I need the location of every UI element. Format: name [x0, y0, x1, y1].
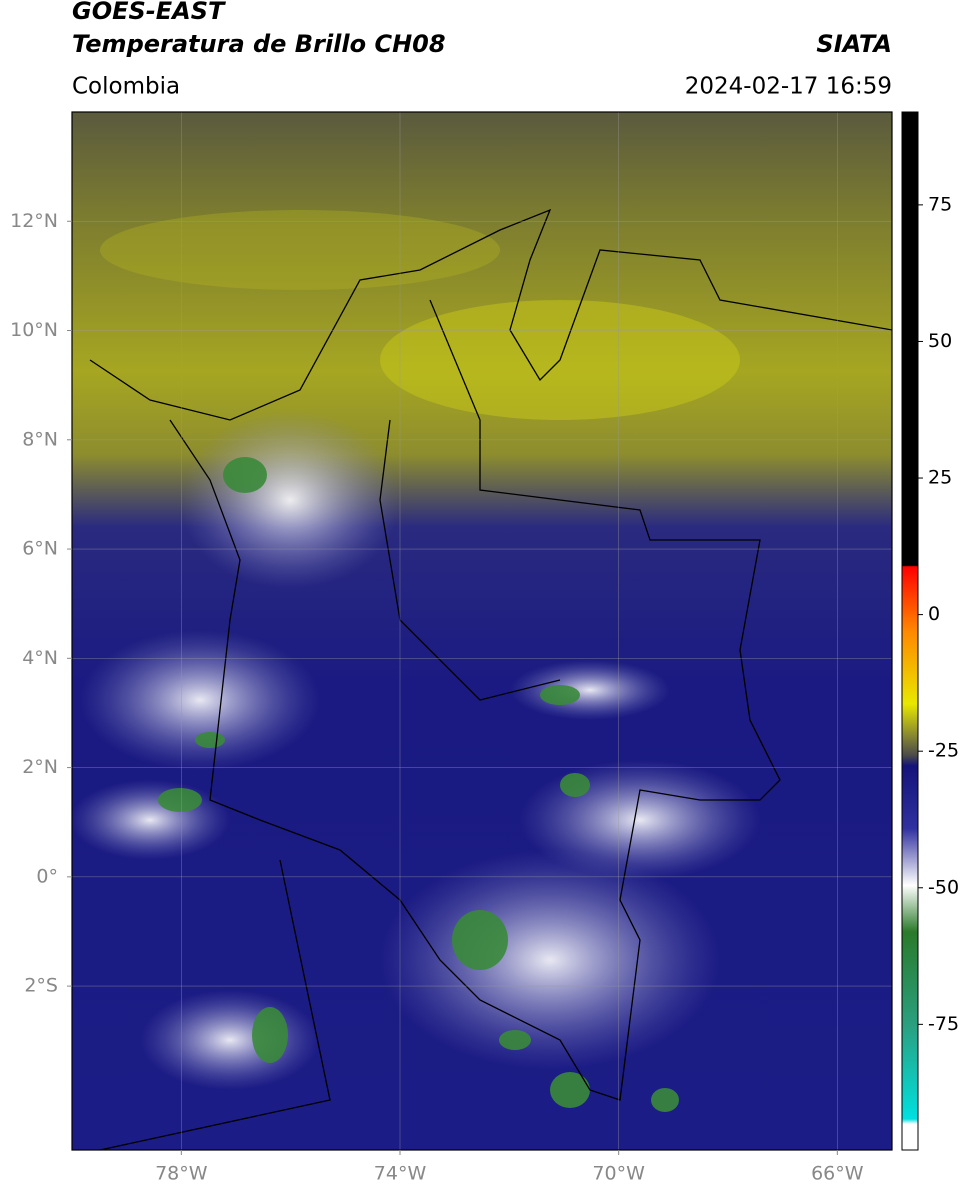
y-tick-label: 4°N — [22, 647, 58, 669]
y-tick-label: 12°N — [10, 210, 58, 232]
colorbar-label: 25 — [928, 467, 952, 489]
title: GOES-EAST — [72, 0, 226, 25]
datetime: 2024-02-17 16:59 — [685, 74, 892, 100]
colorbar-label: -75 — [928, 1013, 959, 1035]
x-tick-label: 66°W — [811, 1163, 864, 1185]
title: Temperatura de Brillo CH08 — [72, 30, 446, 58]
colorbar — [901, 111, 919, 1151]
region: Colombia — [72, 74, 180, 100]
colorbar-label: -25 — [928, 740, 959, 762]
y-tick-label: 2°N — [22, 756, 58, 778]
y-tick-label: 6°N — [22, 538, 58, 560]
x-tick-label: 78°W — [155, 1163, 208, 1185]
y-tick-label: 0° — [36, 865, 58, 887]
satellite-image — [72, 112, 892, 1150]
y-tick-label: 2°S — [24, 975, 58, 997]
x-tick-label: 74°W — [374, 1163, 427, 1185]
colorbar-label: 50 — [928, 330, 952, 352]
y-tick-label: 8°N — [22, 428, 58, 450]
y-tick-label: 10°N — [10, 319, 58, 341]
colorbar-label: 75 — [928, 193, 952, 215]
x-tick-label: 70°W — [592, 1163, 645, 1185]
colorbar-label: 0 — [928, 603, 940, 625]
colorbar-label: -50 — [928, 876, 959, 898]
map-frame — [71, 111, 893, 1151]
source: SIATA — [816, 30, 892, 58]
